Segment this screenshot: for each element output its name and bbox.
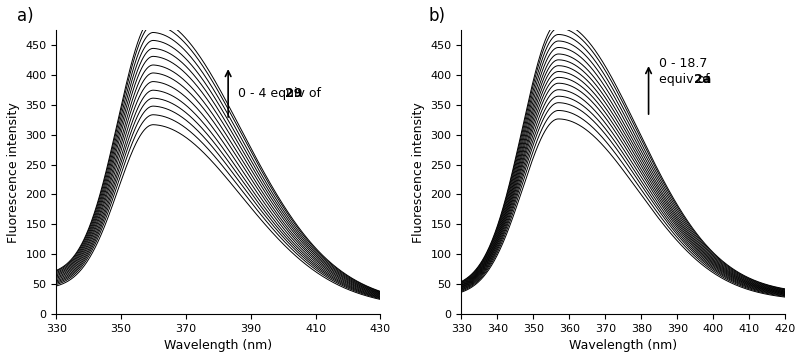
X-axis label: Wavelength (nm): Wavelength (nm) xyxy=(569,339,677,352)
Y-axis label: Fluorescence intensity: Fluorescence intensity xyxy=(7,102,20,242)
Y-axis label: Fluorescence intensity: Fluorescence intensity xyxy=(411,102,424,242)
X-axis label: Wavelength (nm): Wavelength (nm) xyxy=(164,339,272,352)
Text: a): a) xyxy=(18,7,34,25)
Text: b): b) xyxy=(428,7,445,25)
Text: equiv of: equiv of xyxy=(658,74,713,87)
Text: 0 - 18.7: 0 - 18.7 xyxy=(658,57,707,70)
Text: 2a: 2a xyxy=(693,74,710,87)
Text: 0 - 4 equiv of: 0 - 4 equiv of xyxy=(237,87,325,99)
Text: 29: 29 xyxy=(285,87,302,99)
